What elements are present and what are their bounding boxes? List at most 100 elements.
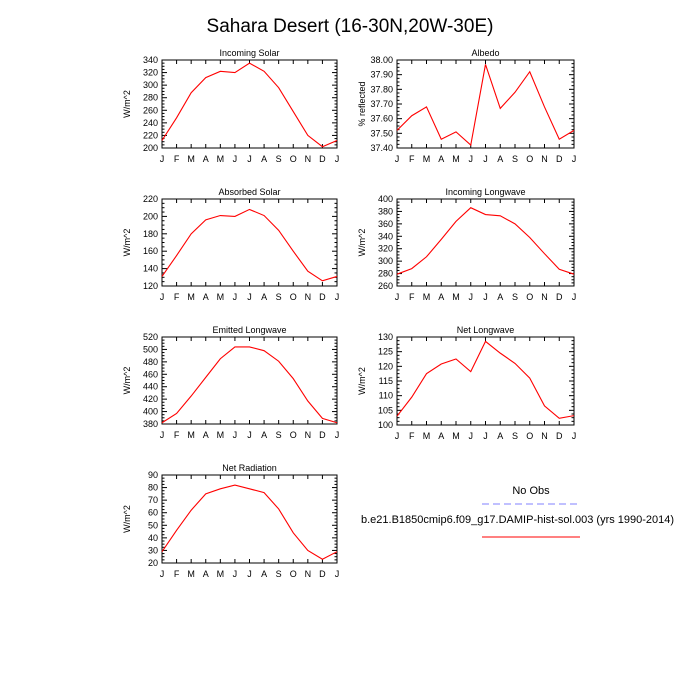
x-tick-label: J xyxy=(233,292,238,302)
plot-frame xyxy=(161,336,338,425)
x-tick-label: A xyxy=(261,430,267,440)
y-tick-label: 280 xyxy=(143,93,158,103)
y-tick-label: 38.00 xyxy=(370,55,393,65)
y-tick-label: 120 xyxy=(378,361,393,371)
x-tick-label: M xyxy=(452,431,460,441)
x-tick-label: M xyxy=(217,292,225,302)
plot-frame xyxy=(396,59,575,149)
x-tick-label: J xyxy=(395,431,400,441)
x-tick-label: J xyxy=(395,292,400,302)
y-tick-label: 460 xyxy=(143,369,158,379)
x-tick-label: J xyxy=(247,569,252,579)
y-tick-label: 280 xyxy=(378,269,393,279)
y-tick-label: 200 xyxy=(143,211,158,221)
x-tick-label: S xyxy=(276,430,282,440)
y-axis-label: W/m^2 xyxy=(122,505,132,533)
y-tick-label: 240 xyxy=(143,118,158,128)
x-tick-label: J xyxy=(395,154,400,164)
y-tick-label: 130 xyxy=(378,332,393,342)
x-tick-label: J xyxy=(469,292,474,302)
y-tick-label: 100 xyxy=(378,420,393,430)
x-tick-label: F xyxy=(174,430,180,440)
x-tick-label: J xyxy=(572,292,577,302)
x-tick-label: J xyxy=(160,154,165,164)
y-tick-label: 220 xyxy=(143,130,158,140)
panel-title: Net Longwave xyxy=(457,325,515,335)
y-tick-label: 340 xyxy=(143,55,158,65)
y-tick-label: 115 xyxy=(379,376,393,386)
x-tick-label: N xyxy=(541,292,548,302)
y-tick-label: 300 xyxy=(378,256,393,266)
x-tick-label: A xyxy=(497,154,503,164)
y-tick-label: 125 xyxy=(378,347,393,357)
x-tick-label: F xyxy=(174,154,180,164)
x-tick-label: S xyxy=(512,154,518,164)
x-tick-label: S xyxy=(276,154,282,164)
x-tick-label: N xyxy=(305,569,312,579)
x-tick-label: F xyxy=(174,569,180,579)
y-tick-label: 380 xyxy=(378,206,393,216)
x-tick-label: J xyxy=(160,569,165,579)
legend: No Obs b.e21.B1850cmip6.f09_g17.DAMIP-hi… xyxy=(361,485,674,538)
x-tick-label: N xyxy=(305,292,312,302)
x-tick-label: O xyxy=(290,430,297,440)
x-tick-label: F xyxy=(409,154,415,164)
x-tick-label: S xyxy=(512,431,518,441)
y-tick-label: 420 xyxy=(143,394,158,404)
x-tick-label: J xyxy=(233,569,238,579)
x-tick-label: M xyxy=(217,154,225,164)
series-line xyxy=(396,340,575,419)
y-tick-label: 37.60 xyxy=(370,114,393,124)
y-tick-label: 37.70 xyxy=(370,99,393,109)
y-tick-label: 260 xyxy=(143,105,158,115)
x-tick-label: J xyxy=(572,431,577,441)
x-tick-label: O xyxy=(290,292,297,302)
y-tick-label: 37.80 xyxy=(370,84,393,94)
y-tick-label: 400 xyxy=(378,194,393,204)
series-line xyxy=(161,484,338,560)
y-axis-label: W/m^2 xyxy=(357,229,367,257)
x-tick-label: A xyxy=(438,431,444,441)
x-tick-label: J xyxy=(572,154,577,164)
x-tick-label: J xyxy=(469,154,474,164)
y-tick-label: 70 xyxy=(148,495,158,505)
x-tick-label: N xyxy=(541,154,548,164)
x-tick-label: F xyxy=(409,292,415,302)
series-line xyxy=(396,64,575,147)
x-tick-label: D xyxy=(556,292,563,302)
x-tick-label: A xyxy=(261,154,267,164)
y-axis-label: % reflected xyxy=(357,81,367,126)
series-line xyxy=(396,207,575,275)
legend-model-label: b.e21.B1850cmip6.f09_g17.DAMIP-hist-sol.… xyxy=(361,514,674,526)
y-tick-label: 20 xyxy=(148,558,158,568)
y-tick-label: 160 xyxy=(143,246,158,256)
x-tick-label: M xyxy=(217,430,225,440)
x-tick-label: D xyxy=(319,569,326,579)
y-tick-label: 90 xyxy=(148,470,158,480)
y-tick-label: 120 xyxy=(143,281,158,291)
x-tick-label: A xyxy=(203,292,209,302)
y-tick-label: 140 xyxy=(143,264,158,274)
y-axis-label: W/m^2 xyxy=(122,229,132,257)
x-tick-label: M xyxy=(187,292,195,302)
x-tick-label: A xyxy=(438,292,444,302)
x-tick-label: S xyxy=(276,292,282,302)
panel-title: Incoming Solar xyxy=(219,48,279,58)
x-tick-label: A xyxy=(203,154,209,164)
y-tick-label: 110 xyxy=(379,391,393,401)
y-tick-label: 320 xyxy=(143,68,158,78)
x-tick-label: J xyxy=(469,431,474,441)
panel-title: Net Radiation xyxy=(222,463,277,473)
x-tick-label: J xyxy=(335,569,340,579)
x-tick-label: N xyxy=(305,154,312,164)
x-tick-label: D xyxy=(556,154,563,164)
x-tick-label: M xyxy=(423,154,431,164)
y-tick-label: 480 xyxy=(143,357,158,367)
figure-title: Sahara Desert (16-30N,20W-30E) xyxy=(207,16,494,37)
x-tick-label: J xyxy=(233,154,238,164)
y-tick-label: 80 xyxy=(148,483,158,493)
